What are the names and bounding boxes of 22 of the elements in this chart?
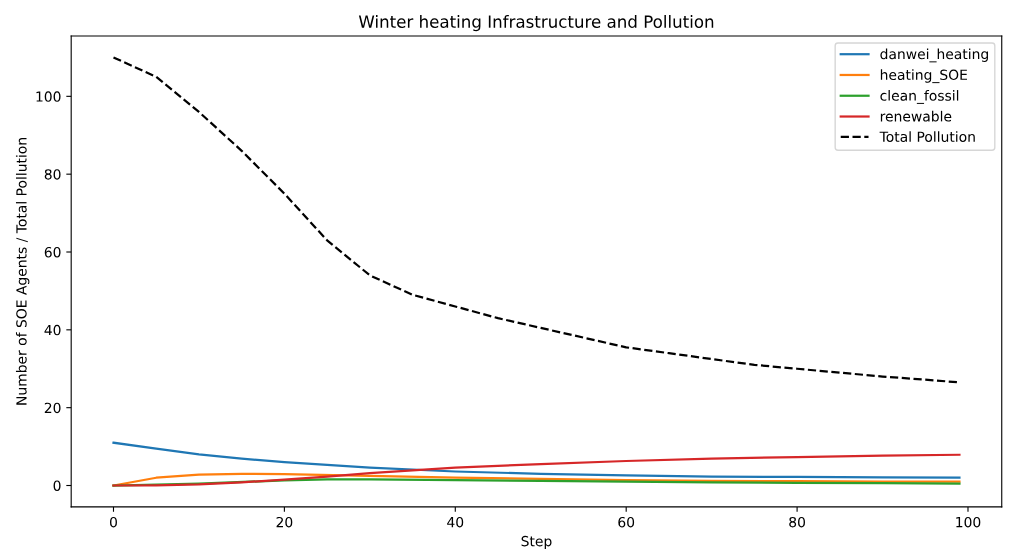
y-tick-label: 0 — [53, 480, 61, 491]
legend-label: danwei_heating — [880, 48, 988, 63]
chart-title: Winter heating Infrastructure and Pollution — [358, 15, 714, 32]
x-tick-label: 60 — [618, 516, 635, 528]
y-axis-title: Number of SOE Agents / Total Pollution — [15, 138, 30, 405]
y-tick-label: 20 — [44, 402, 61, 414]
legend-label: heating_SOE — [880, 69, 967, 84]
x-axis-title: Step — [521, 535, 552, 550]
y-tick-label: 40 — [44, 324, 61, 336]
legend-label: clean_fossil — [880, 90, 959, 104]
y-tick-label: 100 — [36, 91, 61, 102]
y-tick-label: 60 — [44, 246, 61, 258]
x-tick-label: 20 — [276, 516, 293, 528]
line-series — [112, 441, 961, 479]
legend-label: Total Pollution — [879, 131, 975, 142]
line-series — [112, 453, 961, 487]
legend-label: renewable — [880, 110, 952, 122]
x-tick-label: 0 — [109, 516, 117, 528]
x-tick-label: 80 — [789, 516, 806, 528]
x-tick-label: 100 — [956, 516, 981, 528]
x-tick-label: 40 — [447, 516, 464, 528]
y-tick-label: 80 — [44, 169, 61, 180]
